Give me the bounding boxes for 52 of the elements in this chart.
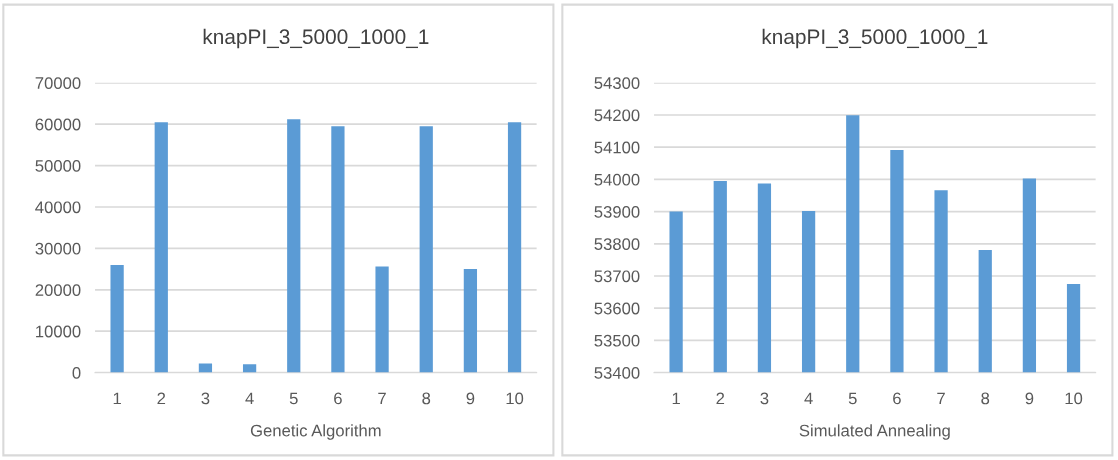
y-tick-label: 30000 xyxy=(35,242,81,255)
x-tick-label: 3 xyxy=(201,392,210,405)
y-tick-label: 40000 xyxy=(35,201,81,214)
bar xyxy=(154,122,168,373)
x-tick-label: 10 xyxy=(506,392,524,405)
y-tick-label: 54200 xyxy=(594,109,640,122)
x-tick-label: 2 xyxy=(157,392,166,405)
x-tick-label: 5 xyxy=(848,392,857,405)
x-tick-label: 2 xyxy=(716,392,725,405)
bar xyxy=(375,266,389,373)
x-tick-label: 9 xyxy=(1025,392,1034,405)
x-tick-label: 6 xyxy=(334,392,342,405)
y-tick-label: 20000 xyxy=(35,284,81,296)
bar xyxy=(287,119,301,373)
bar xyxy=(242,364,257,373)
bar xyxy=(331,126,345,373)
x-tick-label: 8 xyxy=(422,392,431,405)
y-tick-label: 53800 xyxy=(594,238,640,250)
y-tick-label: 0 xyxy=(72,367,81,379)
x-tick-label: 7 xyxy=(378,392,386,405)
x-tick-label: 10 xyxy=(1065,392,1083,405)
y-tick-label: 53400 xyxy=(594,367,640,379)
y-tick-label: 54300 xyxy=(594,77,640,89)
y-tick-label: 53700 xyxy=(594,270,640,283)
y-tick-label: 54000 xyxy=(594,173,640,186)
chart-title: knapPI_3_5000_1000_1 xyxy=(203,28,429,49)
bar xyxy=(507,122,522,373)
y-tick-label: 54100 xyxy=(594,141,640,154)
x-tick-label: 6 xyxy=(893,392,901,405)
x-tick-label: 4 xyxy=(245,392,254,405)
x-tick-label: 1 xyxy=(113,392,121,405)
x-tick-label: 7 xyxy=(937,392,945,405)
x-tick-label: 4 xyxy=(804,392,813,405)
y-tick-label: 53500 xyxy=(594,334,640,347)
y-tick-label: 53600 xyxy=(594,302,640,315)
x-tick-label: 8 xyxy=(981,392,990,405)
x-tick-label: 5 xyxy=(289,392,298,405)
bar xyxy=(110,264,124,373)
x-axis-title: Simulated Annealing xyxy=(799,424,950,440)
x-tick-label: 1 xyxy=(672,392,680,405)
y-tick-label: 50000 xyxy=(35,160,81,172)
y-tick-label: 70000 xyxy=(35,77,81,89)
chart-title: knapPI_3_5000_1000_1 xyxy=(762,28,988,49)
bar xyxy=(198,363,213,373)
bar xyxy=(419,126,433,373)
x-axis-title: Genetic Algorithm xyxy=(250,424,381,440)
y-tick-label: 53900 xyxy=(594,206,640,218)
bar xyxy=(463,269,478,373)
x-tick-label: 9 xyxy=(466,392,475,405)
y-tick-label: 60000 xyxy=(35,118,81,131)
y-tick-label: 10000 xyxy=(36,325,81,338)
x-tick-label: 3 xyxy=(760,392,769,405)
